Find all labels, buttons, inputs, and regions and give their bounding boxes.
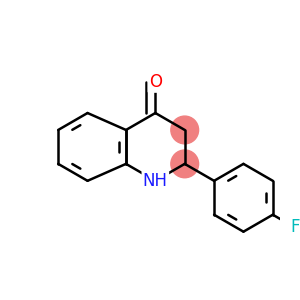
Circle shape [171, 116, 199, 144]
Text: NH: NH [143, 172, 168, 190]
Text: O: O [149, 74, 162, 92]
Text: F: F [290, 218, 300, 236]
Circle shape [171, 150, 199, 178]
